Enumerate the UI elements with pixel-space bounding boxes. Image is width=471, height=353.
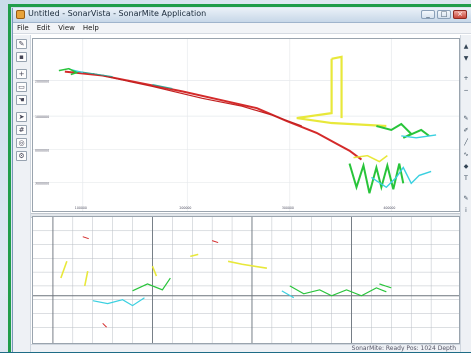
depth-trace-red [82,236,219,328]
track-cyan-tail [401,134,437,139]
track-yellow-loop [296,55,387,128]
marker-icon[interactable]: ◆ [463,163,469,170]
y-tick: 3000000 [35,181,49,185]
minimize-button[interactable]: _ [421,10,435,19]
window-title: Untitled - SonarVista - SonarMite Applic… [28,9,207,18]
arrow-down-icon[interactable]: ▼ [463,55,469,62]
app-icon [16,10,25,19]
y-tick: 1000000 [35,115,49,119]
line-icon[interactable]: ╱ [464,139,468,146]
profile-plot-svg [33,217,459,343]
hand-icon[interactable]: ☚ [16,95,27,105]
pen-icon[interactable]: ✎ [463,115,469,122]
target-icon[interactable]: ◎ [16,138,27,148]
right-toolbar: ▲ ▼ + − ✎ ✐ ╱ ∿ ◆ T ✎ i [460,35,471,352]
status-bar: SonarMite: Ready Pos: 1024 Depth [31,344,460,352]
zoom-out-icon[interactable]: − [463,87,469,94]
text-icon[interactable]: T [464,175,468,182]
plot-grid [33,39,459,211]
pencil-icon[interactable]: ✎ [16,39,27,49]
x-tick: 100000 [75,206,87,210]
profile-plot[interactable] [32,216,460,344]
info-icon[interactable]: i [465,207,467,214]
y-tick: 0000000 [35,149,49,153]
app-window: Untitled - SonarVista - SonarMite Applic… [12,8,471,352]
track-green-start [58,67,79,76]
menu-bar: File Edit View Help [13,23,471,34]
menu-view[interactable]: View [58,24,75,32]
maximize-button[interactable]: □ [437,10,451,19]
track-plot[interactable]: 2000000 1000000 0000000 3000000 100000 2… [32,38,460,212]
window-controls: _ □ × [421,10,467,19]
curve-icon[interactable]: ∿ [463,151,469,158]
zoom-icon[interactable]: + [16,69,27,79]
x-tick: 300000 [282,206,294,210]
track-green-cluster [376,122,430,139]
menu-edit[interactable]: Edit [36,24,51,32]
settings-icon[interactable]: ⚙ [16,151,27,161]
menu-help[interactable]: Help [82,24,99,32]
y-tick: 2000000 [35,80,49,84]
arrow-up-icon[interactable]: ▲ [463,43,469,50]
track-red-secondary [92,73,302,127]
depth-trace-green [132,277,392,297]
x-tick: 400000 [383,206,395,210]
edit-icon[interactable]: ✎ [463,195,469,202]
title-bar[interactable]: Untitled - SonarVista - SonarMite Applic… [13,8,471,23]
focus-highlight-border [8,4,471,352]
cursor-icon[interactable]: ➤ [16,112,27,122]
x-tick: 200000 [179,206,191,210]
close-button[interactable]: × [453,10,467,19]
pen-alt-icon[interactable]: ✐ [463,127,469,134]
select-icon[interactable]: ▭ [16,82,27,92]
track-plot-svg: 2000000 1000000 0000000 3000000 100000 2… [33,39,459,211]
depth-trace-cyan [92,290,295,307]
track-cyan-pattern [371,166,432,189]
profile-grid [33,217,459,343]
profile-major-grid [33,217,459,343]
zoom-in-icon[interactable]: + [463,75,469,82]
menu-file[interactable]: File [17,24,29,32]
left-toolbar: ✎ ▪ + ▭ ☚ ➤ # ◎ ⚙ [13,35,31,352]
depth-trace-yellow [60,253,268,287]
save-icon[interactable]: ▪ [16,52,27,62]
track-yellow-pattern [353,154,388,163]
grid-icon[interactable]: # [16,125,27,135]
